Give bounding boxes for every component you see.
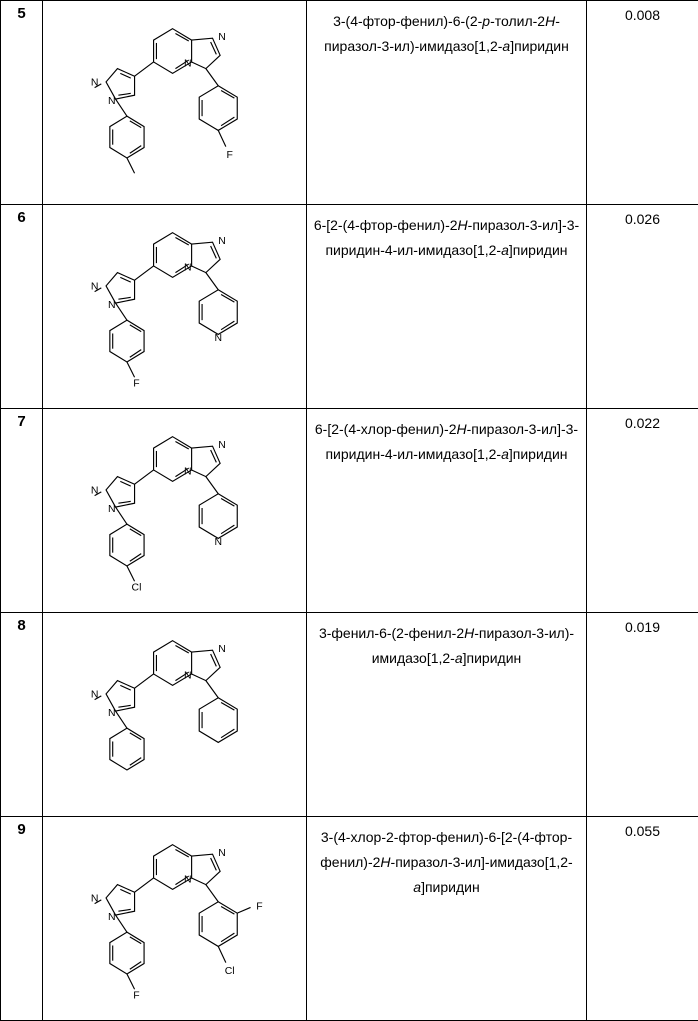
svg-text:Cl: Cl (225, 966, 235, 977)
compound-value: 0.008 (587, 1, 698, 205)
svg-text:N: N (108, 300, 116, 311)
table-row: 7NNNNClN6-[2-(4-хлор-фенил)-2H-пиразол-3… (1, 409, 698, 613)
compound-name: 6-[2-(4-хлор-фенил)-2H-пиразол-3-ил]-3-п… (307, 409, 587, 613)
compound-value: 0.055 (587, 817, 698, 1021)
svg-text:N: N (214, 333, 222, 344)
svg-text:F: F (226, 150, 232, 161)
compound-name: 3-(4-хлор-2-фтор-фенил)-6-[2-(4-фтор-фен… (307, 817, 587, 1021)
compound-name: 3-фенил-6-(2-фенил-2H-пиразол-3-ил)-имид… (307, 613, 587, 817)
compound-value: 0.026 (587, 205, 698, 409)
svg-text:Cl: Cl (132, 583, 142, 594)
compound-value: 0.019 (587, 613, 698, 817)
table-row: 6NNNNFN6-[2-(4-фтор-фенил)-2H-пиразол-3-… (1, 205, 698, 409)
svg-text:F: F (133, 991, 139, 1002)
svg-text:N: N (184, 671, 192, 682)
svg-text:N: N (184, 263, 192, 274)
svg-text:N: N (218, 644, 226, 655)
compound-name: 3-(4-фтор-фенил)-6-(2-p-толил-2H-пиразол… (307, 1, 587, 205)
structure-cell: NNNN (43, 613, 307, 817)
structure-cell: NNNNClN (43, 409, 307, 613)
svg-text:N: N (108, 708, 116, 719)
svg-text:N: N (108, 912, 116, 923)
structure-cell: NNNNFFCl (43, 817, 307, 1021)
table-row: 9NNNNFFCl3-(4-хлор-2-фтор-фенил)-6-[2-(4… (1, 817, 698, 1021)
svg-text:N: N (214, 537, 222, 548)
svg-text:N: N (184, 467, 192, 478)
structure-cell: NNNNF (43, 1, 307, 205)
table-row: 8NNNN3-фенил-6-(2-фенил-2H-пиразол-3-ил)… (1, 613, 698, 817)
svg-text:N: N (184, 59, 192, 70)
table-row: 5NNNNF3-(4-фтор-фенил)-6-(2-p-толил-2H-п… (1, 1, 698, 205)
svg-text:N: N (218, 236, 226, 247)
compound-value: 0.022 (587, 409, 698, 613)
compound-number: 7 (1, 409, 43, 613)
svg-text:N: N (218, 848, 226, 859)
compound-number: 8 (1, 613, 43, 817)
compound-number: 6 (1, 205, 43, 409)
svg-text:N: N (108, 96, 116, 107)
compound-name: 6-[2-(4-фтор-фенил)-2H-пиразол-3-ил]-3-п… (307, 205, 587, 409)
compound-table: 5 N N N N F 3-(4-фтор-фенил)-6-(2-p-толил-2H-п… (0, 0, 698, 1021)
compound-number: 5 (1, 1, 43, 205)
structure-cell: NNNNFN (43, 205, 307, 409)
svg-text:F: F (133, 379, 139, 390)
svg-text:F: F (256, 901, 262, 912)
svg-text:N: N (218, 440, 226, 451)
compound-number: 9 (1, 817, 43, 1021)
svg-text:N: N (108, 504, 116, 515)
svg-text:N: N (184, 875, 192, 886)
svg-text:N: N (218, 32, 226, 43)
